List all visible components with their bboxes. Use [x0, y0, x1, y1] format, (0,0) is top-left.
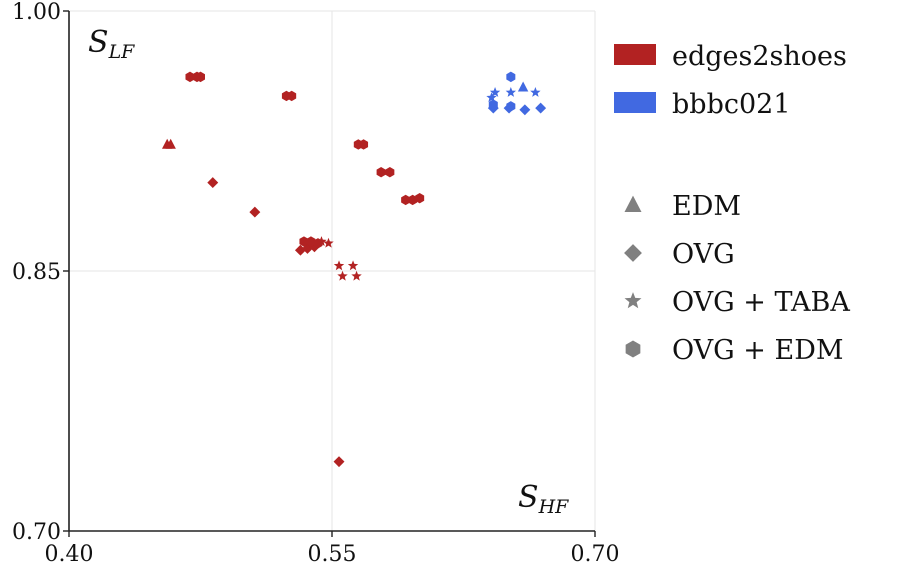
data-point-bbbc021-hexagon	[506, 101, 516, 112]
data-point-bbbc021-triangle	[517, 81, 529, 92]
data-point-bbbc021-diamond	[519, 104, 531, 116]
x-tick-label: 0.40	[45, 542, 94, 567]
data-points	[161, 71, 547, 468]
data-point-edges2shoes-star	[347, 260, 359, 271]
y-corner-label: SLF	[88, 25, 135, 63]
legend-marker-hexagon	[625, 340, 641, 358]
data-point-edges2shoes-hexagon	[359, 139, 369, 150]
legend-label: OVG + EDM	[672, 335, 844, 366]
data-point-edges2shoes-hexagon	[287, 90, 297, 102]
legend: edges2shoes bbbc021 EDM OVG OVG + TABA OVG + …	[614, 41, 850, 366]
data-point-bbbc021-star	[530, 87, 541, 97]
data-point-bbbc021-diamond	[535, 102, 547, 114]
data-point-edges2shoes-hexagon	[185, 71, 195, 83]
legend-marker-triangle	[624, 195, 642, 213]
legend-label: OVG + TABA	[672, 287, 850, 318]
data-point-edges2shoes-hexagon	[376, 167, 386, 178]
data-point-edges2shoes-hexagon	[313, 238, 323, 249]
data-point-edges2shoes-triangle	[165, 138, 176, 149]
data-point-edges2shoes-hexagon	[385, 167, 395, 178]
y-tick-label: 1.00	[12, 0, 61, 25]
data-point-edges2shoes-hexagon	[401, 194, 411, 206]
x-corner-label: SHF	[518, 480, 569, 518]
data-point-edges2shoes-star	[323, 237, 334, 248]
grid-layer	[69, 10, 596, 531]
data-point-edges2shoes-star	[337, 270, 348, 281]
legend-swatch-edges2shoes	[614, 44, 656, 65]
x-tick-label: 0.55	[308, 542, 357, 567]
data-point-edges2shoes-hexagon	[306, 236, 316, 247]
data-point-bbbc021-hexagon	[488, 99, 498, 110]
tick-layer: 0.40 0.55 0.70 0.70 0.85 1.00	[12, 0, 619, 567]
data-point-edges2shoes-hexagon	[299, 236, 309, 247]
legend-marker-star	[624, 292, 642, 309]
legend-label: bbbc021	[672, 89, 791, 120]
data-point-bbbc021-star	[486, 92, 497, 103]
data-point-edges2shoes-diamond	[207, 177, 219, 189]
x-tick-label: 0.70	[571, 542, 620, 567]
data-point-edges2shoes-star	[333, 260, 345, 271]
data-point-edges2shoes-hexagon	[408, 194, 418, 206]
legend-marker-diamond	[624, 244, 642, 262]
y-tick-label: 0.85	[12, 260, 61, 285]
legend-swatch-bbbc021	[614, 92, 656, 113]
data-point-edges2shoes-diamond	[333, 456, 345, 468]
data-point-edges2shoes-diamond	[301, 243, 313, 254]
legend-label: OVG	[672, 239, 735, 270]
data-point-edges2shoes-diamond	[249, 206, 261, 218]
data-point-bbbc021-star	[489, 87, 501, 97]
data-point-edges2shoes-hexagon	[415, 193, 425, 204]
legend-label: EDM	[672, 191, 741, 222]
legend-label: edges2shoes	[672, 41, 847, 72]
data-point-bbbc021-hexagon	[506, 71, 516, 83]
data-point-edges2shoes-hexagon	[196, 71, 205, 83]
data-point-edges2shoes-star	[351, 270, 362, 281]
data-point-bbbc021-star	[505, 87, 517, 97]
y-tick-label: 0.70	[12, 520, 61, 545]
